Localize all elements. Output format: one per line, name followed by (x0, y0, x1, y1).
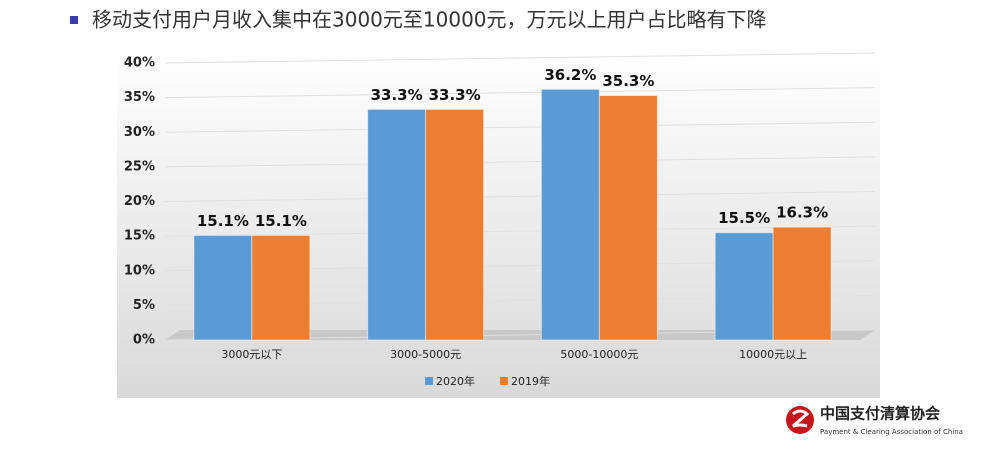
y-tick-label: 25% (124, 159, 155, 174)
x-tick-label: 3000-5000元 (390, 348, 461, 361)
value-label: 16.3% (776, 204, 828, 222)
grid-line (164, 156, 876, 168)
value-label: 33.3% (371, 86, 423, 104)
bar (251, 234, 311, 341)
bar (425, 108, 485, 341)
grid-line (164, 52, 876, 64)
legend-label: 2020年 (436, 374, 475, 388)
legend-swatch (500, 377, 508, 385)
y-tick-label: 15% (124, 229, 155, 244)
value-label: 33.3% (429, 86, 481, 104)
grid-line (164, 225, 876, 237)
x-tick-label: 10000元以上 (739, 348, 807, 361)
y-tick-label: 0% (133, 333, 155, 348)
logo-name: 中国支付清算协会 (820, 405, 940, 423)
bar (714, 232, 774, 341)
legend-label: 2019年 (511, 374, 550, 388)
y-tick-label: 35% (124, 90, 155, 105)
grid-line (164, 87, 876, 99)
chart-title: 移动支付用户月收入集中在3000元至10000元，万元以上用户占比略有下降 (92, 8, 767, 32)
x-tick-label: 3000元以下 (221, 348, 282, 361)
logo-icon-mark (792, 409, 810, 428)
bar (193, 234, 253, 341)
grid-line (164, 121, 876, 133)
title-bullet (70, 16, 78, 24)
value-label: 36.2% (544, 66, 596, 84)
grid-line (164, 191, 876, 202)
bar (772, 226, 832, 341)
y-tick-label: 10% (124, 263, 155, 278)
y-tick-label: 30% (124, 125, 155, 140)
x-tick-label: 5000-10000元 (560, 348, 638, 361)
bar (598, 95, 658, 341)
bar (367, 108, 427, 341)
y-tick-label: 5% (133, 298, 155, 313)
y-tick-label: 20% (124, 194, 155, 209)
bar (540, 88, 600, 341)
logo-english: Payment & Clearing Association of China (820, 428, 963, 436)
value-label: 15.1% (197, 212, 249, 230)
value-label: 15.5% (718, 209, 770, 227)
y-tick-label: 40% (124, 56, 155, 71)
value-label: 15.1% (255, 212, 307, 230)
value-label: 35.3% (602, 72, 654, 90)
logo: 中国支付清算协会 Payment & Clearing Association … (786, 405, 963, 436)
legend-swatch (425, 377, 433, 385)
